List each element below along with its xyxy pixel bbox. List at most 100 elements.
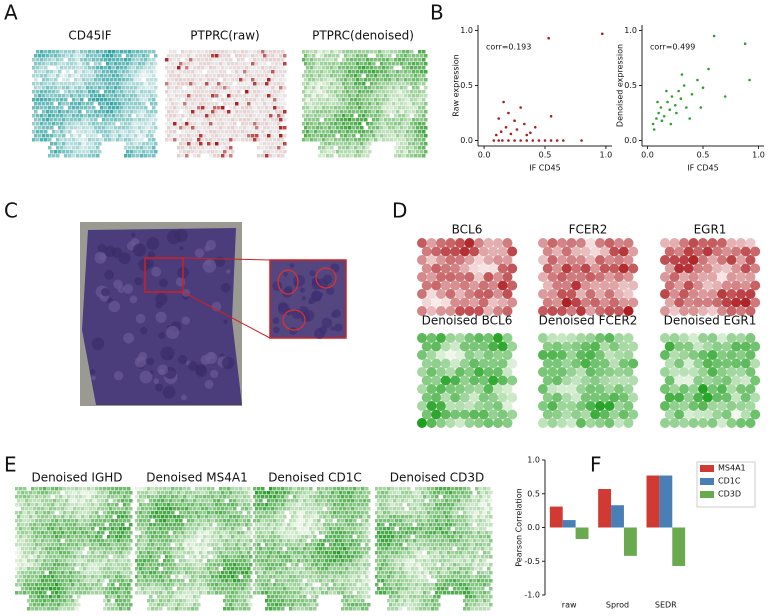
spot: [110, 86, 114, 90]
spot: [257, 90, 261, 94]
hex-spot: [446, 255, 456, 265]
texture: [284, 272, 288, 276]
spot: [366, 122, 370, 126]
hex-spot: [750, 298, 760, 308]
spot: [100, 82, 104, 86]
spot: [185, 571, 189, 575]
hex-spot: [538, 238, 548, 248]
spot: [380, 78, 384, 82]
spot: [237, 579, 241, 583]
spot: [366, 106, 370, 110]
spot: [138, 150, 142, 154]
spot: [408, 102, 412, 106]
spot: [136, 66, 140, 70]
hex-spot: [431, 410, 441, 420]
hex-spot: [624, 418, 634, 428]
spot: [71, 519, 75, 523]
spot: [314, 130, 318, 134]
spot: [101, 507, 105, 511]
spot: [65, 579, 69, 583]
spot: [101, 579, 105, 583]
spot: [130, 142, 134, 146]
spot: [273, 50, 277, 54]
spot: [67, 607, 71, 611]
spot: [126, 94, 130, 98]
spot: [185, 515, 189, 519]
spot: [320, 150, 324, 154]
spot: [103, 495, 107, 499]
spot: [175, 599, 179, 603]
spot: [341, 487, 345, 491]
hex-spot: [684, 376, 694, 386]
spot: [261, 106, 265, 110]
spot: [141, 587, 145, 591]
spot: [77, 571, 81, 575]
spot: [137, 523, 141, 527]
spot: [315, 523, 319, 527]
hex-spot: [628, 393, 638, 403]
spot: [111, 495, 115, 499]
spot: [95, 551, 99, 555]
spot: [275, 150, 279, 154]
spot: [324, 94, 328, 98]
spot: [374, 82, 378, 86]
spot: [149, 507, 153, 511]
spot: [386, 114, 390, 118]
spot: [205, 146, 209, 150]
tissue-map: [135, 487, 253, 611]
spot: [199, 551, 203, 555]
spot: [348, 54, 352, 58]
spot: [169, 122, 173, 126]
spot: [157, 595, 161, 599]
spot: [319, 523, 323, 527]
hex-spot: [600, 410, 610, 420]
spot: [364, 102, 368, 106]
spot: [71, 511, 75, 515]
spot: [340, 110, 344, 114]
spot: [249, 122, 253, 126]
spot: [179, 591, 183, 595]
hex-spot: [576, 401, 586, 411]
spot: [83, 535, 87, 539]
spot: [55, 519, 59, 523]
spot: [211, 110, 215, 114]
spot: [237, 595, 241, 599]
spot: [211, 543, 215, 547]
spot: [219, 551, 223, 555]
spot: [223, 503, 227, 507]
spot: [83, 495, 87, 499]
hex-spot: [712, 298, 722, 308]
spot: [328, 94, 332, 98]
spot: [177, 539, 181, 543]
hex-spot: [708, 367, 718, 377]
spot: [167, 86, 171, 90]
spot: [77, 563, 81, 567]
spot: [107, 495, 111, 499]
spot: [72, 114, 76, 118]
spot: [50, 118, 54, 122]
spot: [165, 603, 169, 607]
spot: [231, 567, 235, 571]
spot: [245, 138, 249, 142]
spot: [382, 50, 386, 54]
spot: [185, 587, 189, 591]
spot: [322, 98, 326, 102]
spot: [101, 531, 105, 535]
hex-spot: [670, 238, 680, 248]
spot: [314, 66, 318, 70]
spot: [78, 118, 82, 122]
hex-spot: [689, 350, 699, 360]
spot: [35, 599, 39, 603]
spot: [201, 58, 205, 62]
spot: [144, 74, 148, 78]
spot: [261, 146, 265, 150]
hex-spot: [538, 401, 548, 411]
spot: [121, 523, 125, 527]
spot: [412, 150, 416, 154]
spot: [349, 487, 353, 491]
texture: [155, 384, 163, 392]
spot: [179, 150, 183, 154]
spot: [67, 527, 71, 531]
spot: [207, 591, 211, 595]
spot: [328, 78, 332, 82]
